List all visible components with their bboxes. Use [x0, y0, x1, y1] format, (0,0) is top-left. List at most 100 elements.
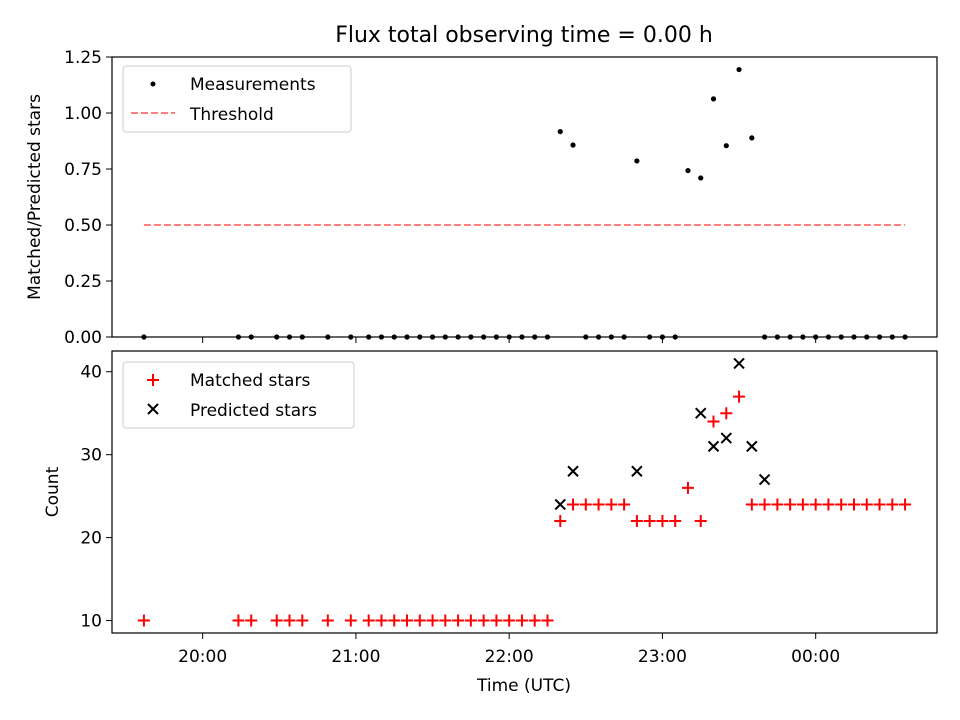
matched-star-point: [579, 498, 592, 511]
legend-label-predicted-stars: Predicted stars: [190, 401, 317, 421]
matched-star-point: [452, 614, 465, 627]
matched-star-point: [873, 498, 886, 511]
matched-star-point: [464, 614, 477, 627]
top-y-tick-label: 1.25: [64, 48, 102, 68]
matched-star-point: [656, 515, 669, 528]
matched-star-point: [296, 614, 309, 627]
top-plot-frame: [111, 56, 938, 338]
matched-star-point: [681, 481, 694, 494]
matched-star-point: [401, 614, 414, 627]
matched-star-point: [344, 614, 357, 627]
matched-star-point: [822, 498, 835, 511]
matched-star-point: [413, 614, 426, 627]
bottom-y-tick-label: 10: [80, 612, 102, 632]
matched-star-point: [270, 614, 283, 627]
top-legend: Measurements Threshold: [122, 65, 352, 133]
top-y-axis-label: Matched/Predicted stars: [25, 94, 45, 300]
bottom-y-tick-label: 30: [80, 446, 102, 466]
legend-label-matched-stars: Matched stars: [190, 371, 310, 391]
matched-star-point: [554, 515, 567, 528]
bottom-x-tick-label: 21:00: [331, 647, 380, 667]
matched-star-point: [618, 498, 631, 511]
top-y-tick-label: 1.00: [64, 104, 102, 124]
measurement-point: [723, 143, 729, 149]
bottom-legend-box: [122, 361, 355, 429]
matched-star-point: [758, 498, 771, 511]
bottom-plot-frame: [111, 350, 938, 634]
matched-star-point: [784, 498, 797, 511]
bottom-x-tick-label: 22:00: [485, 647, 534, 667]
matched-star-point: [541, 614, 554, 627]
top-y-tick-label: 0.75: [64, 160, 102, 180]
top-y-tick-label: 0.50: [64, 216, 102, 236]
matched-star-point: [232, 614, 245, 627]
matched-star-point: [490, 614, 503, 627]
top-legend-box: [122, 65, 352, 133]
matched-star-point: [835, 498, 848, 511]
measurement-point: [698, 175, 704, 181]
top-plot: 0.00 0.25 0.50 0.75 1.00 1.25 Matched/Predict…: [25, 48, 938, 348]
predicted-star-point: [695, 407, 707, 419]
legend-label-threshold: Threshold: [189, 105, 274, 125]
bottom-y-axis-label: Count: [43, 466, 63, 517]
bottom-plot-marks: [137, 357, 912, 627]
predicted-star-point: [733, 357, 745, 370]
bottom-x-axis-label: Time (UTC): [476, 676, 571, 696]
measurement-point: [736, 66, 742, 73]
legend-marker-matched-stars: [147, 374, 159, 386]
matched-star-point: [515, 614, 528, 627]
matched-star-point: [733, 390, 746, 403]
predicted-star-point: [554, 498, 566, 511]
matched-star-point: [245, 614, 258, 627]
matched-star-point: [362, 614, 375, 627]
predicted-star-point: [707, 440, 720, 453]
matched-star-point: [745, 498, 758, 511]
measurement-point: [570, 142, 576, 148]
top-y-tick-label: 0.00: [64, 328, 102, 348]
chart-title: Flux total observing time = 0.00 h: [335, 23, 713, 48]
matched-star-point: [528, 614, 541, 627]
measurement-point: [557, 128, 563, 135]
measurement-point: [685, 167, 691, 174]
bottom-x-tick-label: 00:00: [791, 647, 840, 667]
measurement-point: [634, 158, 640, 164]
measurement-point: [749, 135, 755, 141]
matched-star-point: [809, 498, 822, 511]
bottom-x-tick-label: 20:00: [178, 647, 227, 667]
bottom-x-axis: 20:00 21:00 22:00 23:00 00:00: [178, 633, 840, 667]
matched-star-point: [771, 498, 784, 511]
matched-star-point: [283, 614, 296, 627]
predicted-star-point: [746, 440, 758, 453]
matched-star-point: [796, 498, 809, 511]
matched-star-point: [605, 498, 618, 511]
matched-star-point: [860, 498, 873, 511]
matched-star-point: [707, 415, 720, 428]
top-y-tick-label: 0.25: [64, 272, 102, 292]
predicted-star-point: [631, 465, 643, 477]
bottom-plot: 10 20 30 40 20:00 21:00 22:00 23:00 00:00 Count…: [43, 350, 938, 696]
bottom-y-tick-label: 20: [80, 529, 102, 549]
top-y-axis: 0.00 0.25 0.50 0.75 1.00 1.25: [64, 48, 112, 348]
matched-star-point: [720, 407, 733, 420]
matched-star-point: [630, 515, 643, 528]
matched-star-point: [388, 614, 401, 627]
predicted-star-point: [758, 473, 771, 486]
measurement-point: [710, 96, 717, 102]
matched-star-point: [137, 614, 150, 627]
matched-star-point: [567, 498, 580, 511]
bottom-y-axis: 10 20 30 40: [80, 363, 112, 632]
matched-star-point: [321, 614, 334, 627]
predicted-star-point: [720, 432, 732, 444]
predicted-star-point: [567, 465, 579, 477]
matched-star-point: [592, 498, 605, 511]
matched-star-point: [847, 498, 860, 511]
matched-star-point: [643, 515, 656, 528]
bottom-x-tick-label: 23:00: [638, 647, 687, 667]
matched-star-point: [669, 515, 682, 528]
matched-star-point: [439, 614, 452, 627]
matched-star-point: [477, 614, 490, 627]
matched-star-point: [375, 614, 388, 627]
matched-star-point: [899, 498, 912, 511]
bottom-legend: Matched stars Predicted stars: [122, 361, 355, 429]
